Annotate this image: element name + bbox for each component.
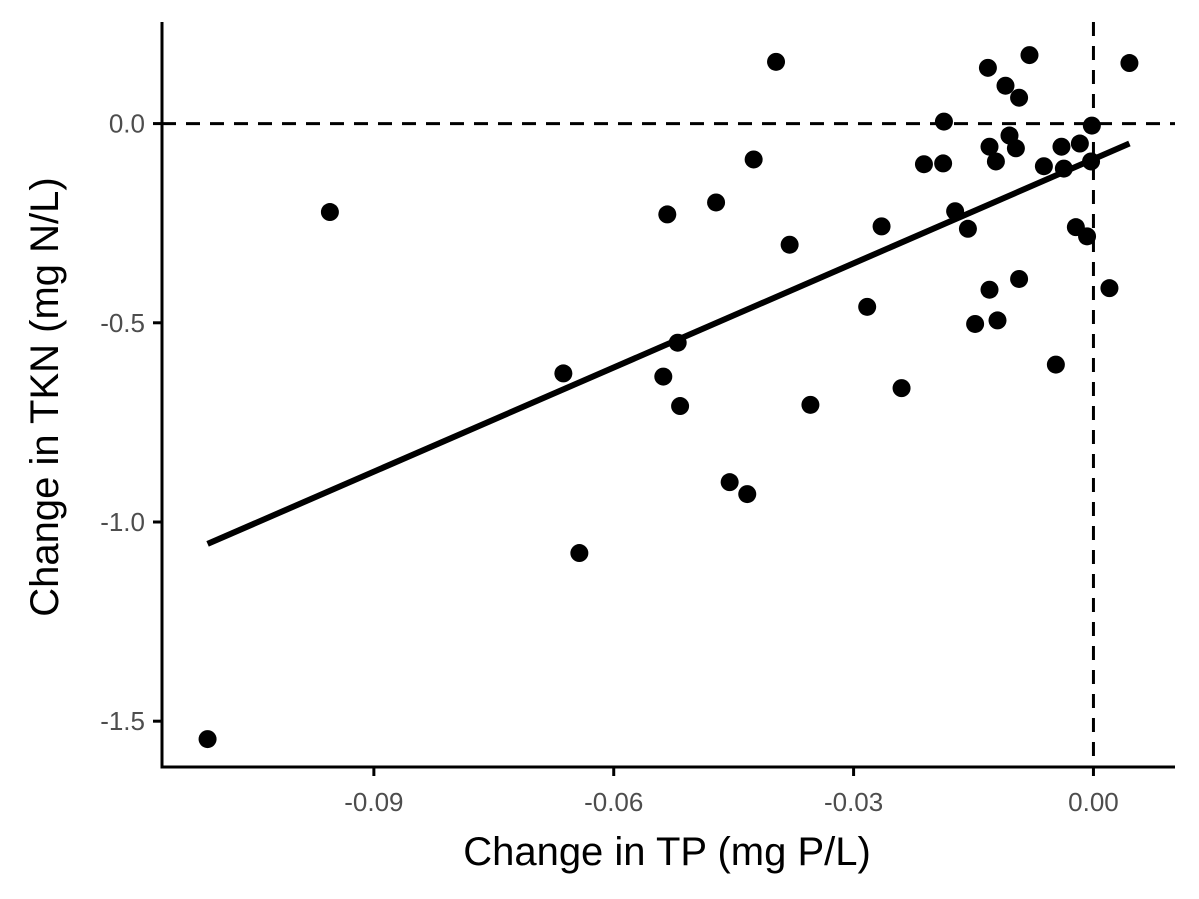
data-point-44 — [1082, 116, 1101, 135]
data-point-23 — [958, 219, 977, 238]
y-tick-label: -1.5 — [100, 706, 145, 736]
data-point-22 — [946, 202, 965, 221]
y-axis-ticks: 0.0 -0.5 -1.0 -1.5 — [100, 109, 162, 736]
data-point-34 — [1010, 269, 1029, 288]
data-point-27 — [980, 280, 999, 299]
data-point-19 — [914, 155, 933, 174]
data-point-11 — [738, 485, 757, 504]
x-tick-label: -0.06 — [584, 787, 643, 817]
data-point-28 — [986, 152, 1005, 171]
data-point-46 — [1120, 54, 1139, 73]
data-point-39 — [1054, 159, 1073, 178]
x-tick-label: -0.09 — [344, 787, 403, 817]
fit-line-group — [206, 140, 1131, 547]
x-tick-label: 0.00 — [1068, 787, 1119, 817]
data-point-41 — [1070, 134, 1089, 153]
data-point-13 — [767, 52, 786, 71]
data-point-7 — [668, 333, 687, 352]
data-point-21 — [934, 112, 953, 131]
data-point-16 — [858, 297, 877, 316]
data-point-36 — [1034, 157, 1053, 176]
data-point-4 — [570, 544, 589, 563]
data-point-1 — [198, 730, 217, 749]
axes — [160, 22, 1175, 769]
data-point-45 — [1100, 279, 1119, 298]
reference-lines — [162, 22, 1175, 767]
data-point-6 — [658, 205, 677, 224]
data-points — [198, 46, 1139, 749]
regression-line — [206, 140, 1131, 547]
data-point-24 — [966, 314, 985, 333]
y-tick-label: -1.0 — [100, 507, 145, 537]
data-point-9 — [707, 193, 726, 212]
y-tick-label: -0.5 — [100, 308, 145, 338]
data-point-30 — [996, 76, 1015, 95]
data-point-42 — [1078, 227, 1097, 246]
x-tick-label: -0.03 — [824, 787, 883, 817]
data-point-18 — [892, 379, 911, 398]
data-point-20 — [934, 154, 953, 173]
data-point-12 — [744, 150, 763, 169]
data-point-3 — [554, 364, 573, 383]
data-point-33 — [1010, 88, 1029, 107]
data-point-17 — [872, 217, 891, 236]
data-point-5 — [654, 367, 673, 386]
data-point-26 — [980, 137, 999, 156]
data-point-25 — [978, 58, 997, 77]
y-axis-title: Change in TKN (mg N/L) — [23, 177, 67, 616]
data-point-32 — [1006, 139, 1025, 158]
data-point-43 — [1082, 152, 1101, 171]
y-tick-label: 0.0 — [109, 109, 145, 139]
data-point-8 — [671, 397, 690, 416]
x-axis-ticks: -0.09 -0.06 -0.03 0.00 — [344, 767, 1119, 817]
data-point-15 — [801, 395, 820, 414]
data-point-38 — [1052, 137, 1071, 156]
data-point-14 — [780, 235, 799, 254]
x-axis-title: Change in TP (mg P/L) — [463, 830, 871, 874]
data-point-35 — [1020, 46, 1039, 65]
data-point-29 — [988, 311, 1007, 330]
data-point-2 — [320, 203, 339, 222]
data-point-37 — [1046, 355, 1065, 374]
data-point-10 — [720, 473, 739, 492]
